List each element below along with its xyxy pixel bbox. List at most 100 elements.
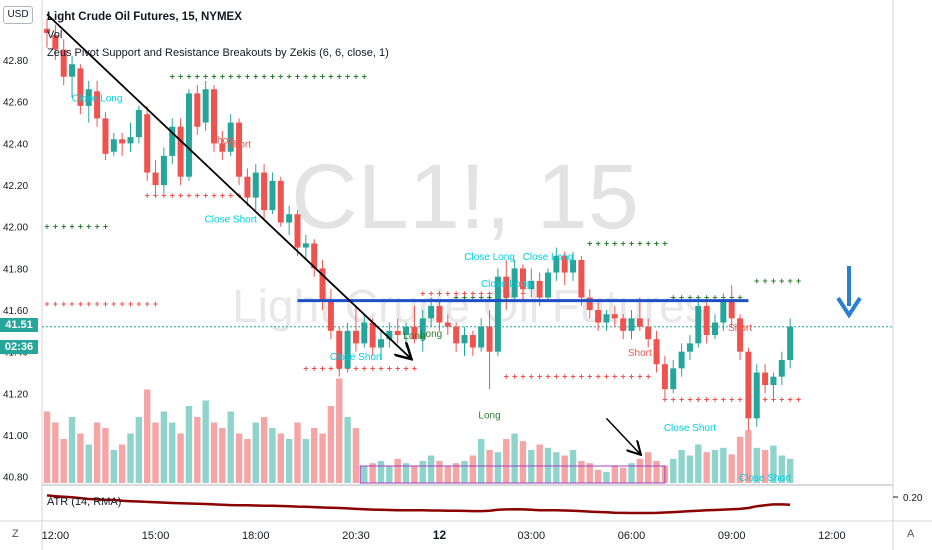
candle-body — [294, 214, 301, 248]
candle-body — [636, 318, 643, 327]
support-dot: + — [788, 395, 793, 405]
watermark-symbol: CL1!, 15 — [291, 146, 639, 248]
signal-label: Close Long — [481, 279, 532, 290]
x-tick-label: 03:00 — [518, 530, 546, 542]
support-dot: + — [228, 190, 233, 200]
candle-body — [261, 172, 268, 211]
volume-bar — [210, 422, 218, 483]
x-tick-label: 12:00 — [42, 530, 70, 542]
atr-label[interactable]: ATR (14, RMA) — [47, 496, 122, 508]
candle-body — [52, 35, 59, 50]
countdown-tag: 02:36 — [0, 340, 38, 354]
volume-bar — [285, 439, 293, 483]
resistance-dot: + — [621, 238, 626, 248]
support-dot: + — [712, 395, 717, 405]
resistance-dot: + — [236, 72, 241, 82]
support-dot: + — [403, 363, 408, 373]
candle-body — [319, 268, 326, 302]
resistance-dot: + — [704, 293, 709, 303]
candle-body — [603, 314, 610, 323]
y-tick-label: 42.40 — [3, 139, 28, 150]
candle-body — [737, 318, 744, 352]
indicator-vol-label[interactable]: Vol — [47, 29, 63, 41]
indicator-zeus-label[interactable]: Zeus Pivot Support and Resistance Breako… — [47, 47, 389, 59]
resistance-dot: + — [320, 72, 325, 82]
down-arrow-icon — [836, 296, 862, 319]
support-dot: + — [53, 299, 58, 309]
candle-body — [94, 91, 101, 119]
candle-body — [194, 93, 201, 127]
signal-label: Short — [628, 348, 652, 359]
candle-body — [60, 49, 67, 77]
x-tick-label: 09:00 — [718, 530, 746, 542]
candle-body — [645, 326, 652, 340]
support-dot: + — [704, 395, 709, 405]
resistance-dot: + — [788, 276, 793, 286]
resistance-dot: + — [44, 222, 49, 232]
volume-bar — [636, 458, 644, 483]
resistance-dot: + — [228, 72, 233, 82]
support-dot: + — [696, 395, 701, 405]
candle-body — [403, 326, 410, 336]
volume-bar — [519, 441, 527, 483]
candle-body — [244, 176, 251, 198]
signal-label: Close Short — [205, 215, 257, 226]
signal-label: Short — [227, 140, 251, 151]
support-dot: + — [671, 395, 676, 405]
currency-button[interactable]: USD — [3, 6, 33, 24]
volume-bar — [219, 428, 226, 483]
candle-body — [478, 326, 485, 348]
signal-label: Short — [728, 323, 752, 334]
resistance-dot: + — [170, 72, 175, 82]
candle-body — [494, 276, 501, 352]
secondary-arrow — [605, 417, 639, 453]
volume-bar — [611, 465, 618, 483]
volume-bar — [260, 417, 268, 483]
volume-bar — [419, 461, 426, 483]
resistance-dot: + — [69, 222, 74, 232]
candle-body — [545, 272, 551, 298]
support-dot: + — [170, 190, 175, 200]
volume-bar — [703, 452, 710, 483]
support-dot: + — [220, 190, 225, 200]
candle-body — [461, 335, 468, 344]
volume-bar — [202, 400, 209, 483]
candle-body — [720, 301, 727, 323]
volume-bar — [578, 461, 585, 483]
support-dot: + — [145, 190, 150, 200]
volume-bar — [127, 433, 134, 483]
resistance-dot: + — [771, 276, 776, 286]
z-icon[interactable]: Z — [12, 528, 19, 540]
resistance-dot: + — [762, 276, 767, 286]
volume-bar — [536, 444, 543, 483]
resistance-dot: + — [353, 72, 358, 82]
support-dot: + — [120, 299, 125, 309]
volume-bar — [427, 455, 435, 483]
support-dot: + — [395, 363, 400, 373]
chart-title: Light Crude Oil Futures, 15, NYMEX — [47, 11, 242, 23]
candle-body — [745, 351, 752, 419]
auto-scale-icon[interactable]: A — [907, 528, 915, 540]
support-dot: + — [737, 395, 742, 405]
candle-body — [177, 126, 184, 177]
resistance-dot: + — [737, 293, 742, 303]
resistance-dot: + — [637, 238, 642, 248]
volume-bar — [503, 439, 510, 483]
candle-body — [778, 360, 785, 377]
resistance-dot: + — [712, 293, 717, 303]
candle-body — [561, 255, 568, 273]
volume-bar — [645, 452, 652, 483]
volume-bar — [277, 433, 284, 483]
resistance-dot: + — [53, 222, 58, 232]
candle-body — [536, 280, 543, 298]
volume-bar — [369, 463, 376, 483]
support-dot: + — [679, 395, 684, 405]
volume-bar — [135, 417, 143, 483]
signal-label: Close Short — [664, 423, 716, 434]
volume-bar — [695, 444, 702, 483]
resistance-dot: + — [796, 276, 801, 286]
support-dot: + — [595, 372, 600, 382]
candle-body — [703, 305, 710, 336]
volume-bar — [761, 450, 769, 483]
